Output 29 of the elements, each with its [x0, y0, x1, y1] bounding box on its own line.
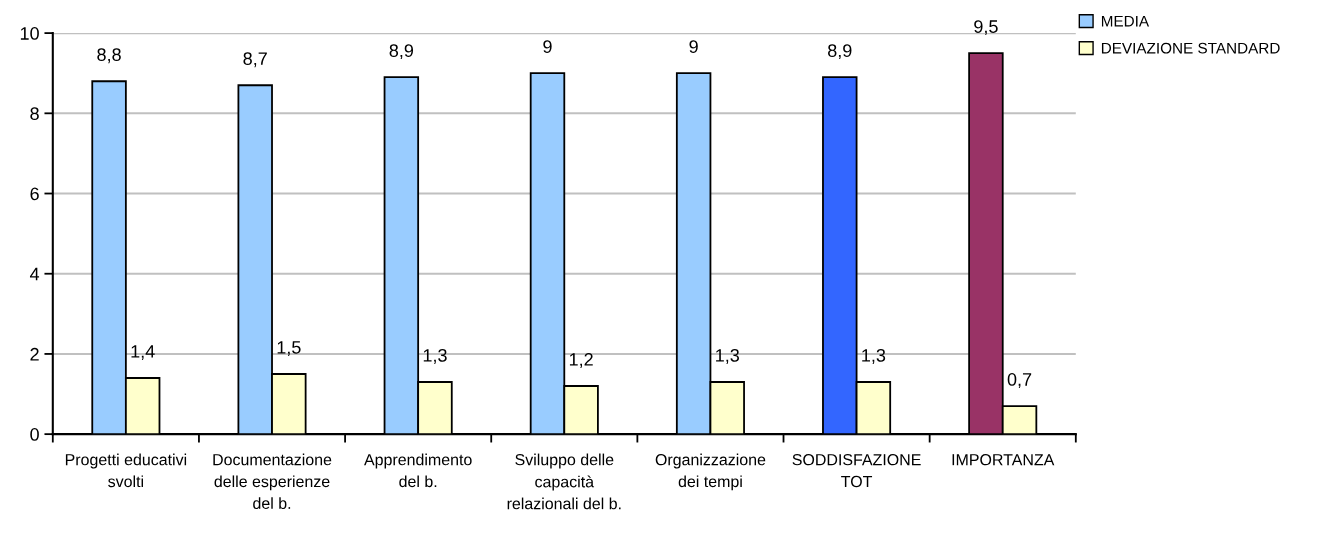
data-label: 8,8	[97, 48, 121, 64]
y-tick-label: 10	[20, 27, 39, 40]
data-label: 1,2	[569, 353, 593, 368]
y-tick-label: 2	[30, 347, 39, 361]
y-tick-label: 8	[30, 107, 39, 121]
data-label: 1,3	[862, 348, 886, 364]
x-tick-label: SODDISFAZIONE TOT	[792, 454, 921, 488]
data-label: 1,3	[716, 348, 740, 364]
data-label: 9,5	[974, 20, 998, 36]
x-tick-label: Progetti educativi svolti	[65, 453, 187, 488]
x-tick-label: Sviluppo delle capacità relazionali del b.	[507, 453, 621, 510]
data-label: 8,9	[389, 44, 414, 60]
x-tick-label: Organizzazione dei tempi	[655, 453, 766, 491]
x-tick-label: IMPORTANZA	[952, 454, 1055, 466]
data-label: 0,7	[1007, 373, 1032, 388]
data-label: 1,4	[131, 345, 155, 360]
data-label: 9	[543, 40, 552, 53]
legend-label: MEDIA	[1101, 15, 1150, 27]
legend-label: DEVIAZIONE STANDARD	[1101, 42, 1280, 54]
x-tick-label: Documentazione delle esperienze del b.	[213, 453, 332, 509]
y-tick-label: 0	[30, 428, 39, 441]
y-tick-label: 6	[30, 187, 39, 201]
data-label: 1,3	[423, 348, 447, 364]
x-tick-label: Apprendimento del b.	[364, 453, 472, 488]
data-label: 8,7	[243, 52, 267, 68]
data-label: 8,9	[828, 44, 852, 60]
data-label: 9	[689, 40, 698, 53]
data-label: 1,5	[277, 341, 301, 356]
y-tick-label: 4	[29, 267, 40, 281]
